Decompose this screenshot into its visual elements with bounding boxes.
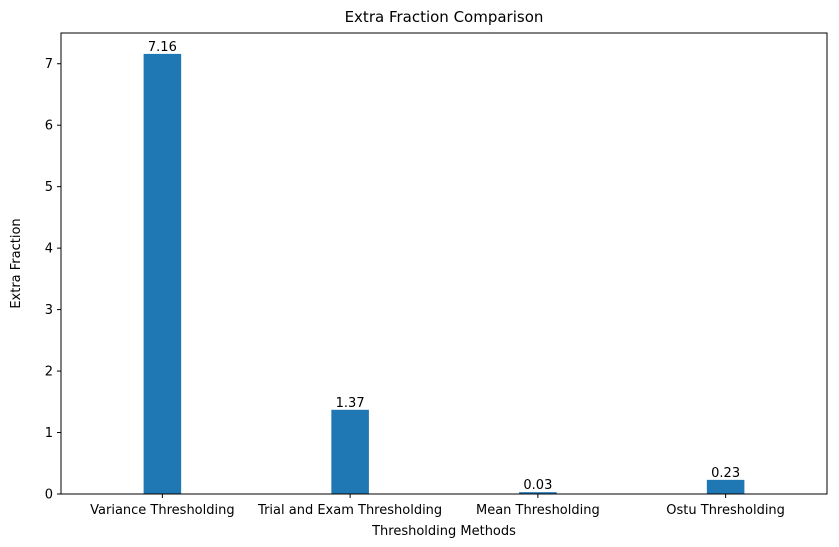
y-tick-label: 1 bbox=[45, 426, 53, 441]
y-tick-label: 6 bbox=[45, 119, 53, 134]
bar-1 bbox=[331, 409, 369, 494]
bar-0 bbox=[143, 53, 182, 494]
bar-2 bbox=[519, 492, 557, 494]
y-tick-label: 0 bbox=[45, 488, 53, 503]
plot-frame bbox=[60, 32, 828, 495]
bar-value-label: 7.16 bbox=[148, 40, 177, 55]
y-axis-label: Extra Fraction bbox=[9, 218, 24, 308]
chart-title: Extra Fraction Comparison bbox=[345, 8, 544, 26]
x-axis-label: Thresholding Methods bbox=[371, 524, 516, 539]
bar-value-label: 0.03 bbox=[523, 478, 552, 493]
y-tick-label: 4 bbox=[45, 242, 53, 257]
y-tick-label: 3 bbox=[45, 303, 53, 318]
y-axis: 0 1 2 3 4 5 6 7 bbox=[45, 57, 61, 503]
x-tick-label: Ostu Thresholding bbox=[666, 503, 785, 518]
bar-value-label: 1.37 bbox=[336, 396, 365, 411]
x-tick-label: Trial and Exam Thresholding bbox=[257, 503, 442, 518]
y-tick-label: 2 bbox=[45, 365, 53, 380]
x-tick-label: Mean Thresholding bbox=[476, 503, 600, 518]
x-tick-label: Variance Thresholding bbox=[90, 503, 234, 518]
y-tick-label: 5 bbox=[45, 180, 53, 195]
bars-layer: 7.16 1.37 0.03 0.23 bbox=[143, 40, 745, 494]
bar-3 bbox=[706, 479, 745, 494]
bar-value-label: 0.23 bbox=[711, 466, 740, 481]
y-tick-label: 7 bbox=[45, 57, 53, 72]
x-axis: Variance Thresholding Trial and Exam Thre… bbox=[90, 494, 785, 518]
